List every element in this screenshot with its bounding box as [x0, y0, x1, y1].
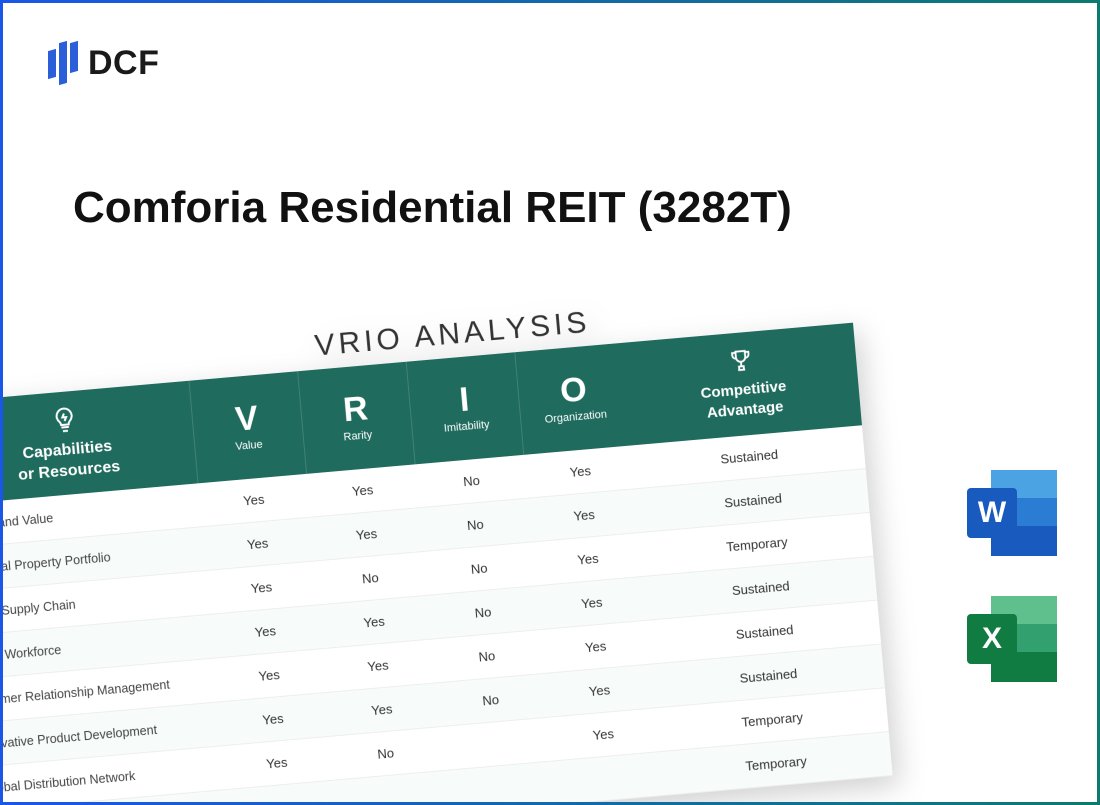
word-icon: W [967, 470, 1057, 556]
adv-label-2: Advantage [706, 398, 784, 422]
excel-badge: X [967, 614, 1017, 664]
page-title: Comforia Residential REIT (3282T) [73, 183, 792, 233]
col-advantage: Competitive Advantage [624, 323, 862, 446]
col-imitability: I Imitability [406, 352, 524, 464]
vrio-analysis-panel: VRIO ANALYSIS Capabilities or Resources [0, 283, 893, 805]
file-format-icons: W X [967, 470, 1057, 682]
word-badge: W [967, 488, 1017, 538]
col-rarity: R Rarity [297, 362, 415, 474]
logo-bars-icon [48, 38, 78, 88]
lightbulb-icon [48, 403, 81, 436]
promo-card: DCF Comforia Residential REIT (3282T) VR… [0, 0, 1100, 805]
table-cell [551, 752, 664, 805]
logo-text: DCF [88, 44, 159, 83]
excel-icon: X [967, 596, 1057, 682]
col-value: V Value [189, 371, 307, 483]
col-organization: O Organization [515, 343, 633, 455]
vrio-table: Capabilities or Resources V Value R Rari… [0, 323, 893, 805]
trophy-icon [726, 345, 756, 375]
brand-logo: DCF [48, 38, 159, 88]
